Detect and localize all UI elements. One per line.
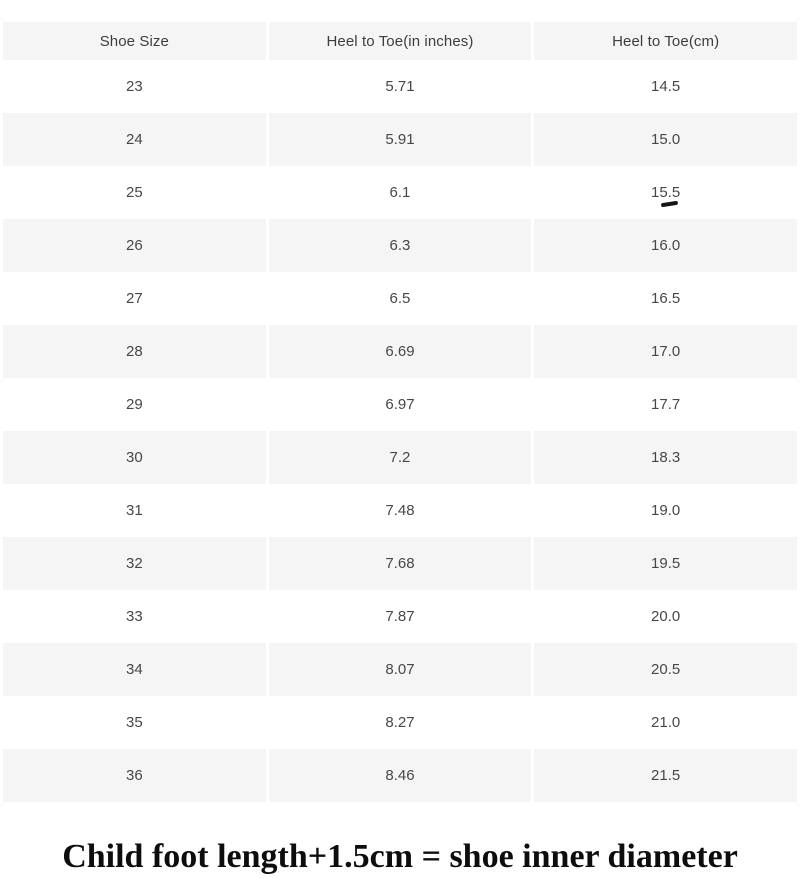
cell-size: 23: [3, 60, 266, 113]
table-row: 32 7.68 19.5: [3, 537, 797, 590]
caption-text: Child foot length+1.5cm = shoe inner dia…: [62, 838, 738, 875]
cell-size: 28: [3, 325, 266, 378]
header-shoe-size: Shoe Size: [3, 22, 266, 60]
cell-inches: 5.71: [268, 60, 532, 113]
table-row: 35 8.27 21.0: [3, 696, 797, 749]
table-row: 34 8.07 20.5: [3, 643, 797, 696]
table-row: 23 5.71 14.5: [3, 60, 797, 113]
cell-cm: 16.0: [534, 219, 797, 272]
cell-size: 36: [3, 749, 266, 802]
cell-inches: 8.27: [268, 696, 532, 749]
cell-size: 31: [3, 484, 266, 537]
cell-inches: 6.5: [268, 272, 532, 325]
cell-size: 30: [3, 431, 266, 484]
cell-cm: 21.5: [534, 749, 797, 802]
cell-inches: 6.69: [268, 325, 532, 378]
cell-cm: 21.0: [534, 696, 797, 749]
table-row: 26 6.3 16.0: [3, 219, 797, 272]
cell-size: 34: [3, 643, 266, 696]
table-row: 36 8.46 21.5: [3, 749, 797, 802]
header-heel-to-toe-inches: Heel to Toe(in inches): [268, 22, 532, 60]
cell-cm: 15.0: [534, 113, 797, 166]
cell-inches: 7.87: [268, 590, 532, 643]
cell-size: 33: [3, 590, 266, 643]
cell-cm: 19.5: [534, 537, 797, 590]
cell-inches: 6.1: [268, 166, 532, 219]
cell-size: 35: [3, 696, 266, 749]
table-row: 24 5.91 15.0: [3, 113, 797, 166]
cell-cm: 20.0: [534, 590, 797, 643]
table-row: 30 7.2 18.3: [3, 431, 797, 484]
cell-inches: 6.3: [268, 219, 532, 272]
table-row: 31 7.48 19.0: [3, 484, 797, 537]
cell-cm: 19.0: [534, 484, 797, 537]
table-row: 25 6.1 15.5: [3, 166, 797, 219]
cell-size: 27: [3, 272, 266, 325]
size-chart-table: Shoe Size Heel to Toe(in inches) Heel to…: [0, 22, 800, 802]
cell-inches: 7.2: [268, 431, 532, 484]
cell-cm: 18.3: [534, 431, 797, 484]
cell-cm: 20.5: [534, 643, 797, 696]
table-row: 28 6.69 17.0: [3, 325, 797, 378]
cell-cm: 16.5: [534, 272, 797, 325]
cell-size: 24: [3, 113, 266, 166]
size-chart-body: 23 5.71 14.5 24 5.91 15.0 25 6.1 15.5 26 6.3 16.0 27…: [3, 60, 797, 802]
cell-cm: 15.5: [534, 166, 797, 219]
cell-inches: 6.97: [268, 378, 532, 431]
table-row: 29 6.97 17.7: [3, 378, 797, 431]
cell-size: 25: [3, 166, 266, 219]
table-row: 33 7.87 20.0: [3, 590, 797, 643]
cell-cm: 17.7: [534, 378, 797, 431]
cell-size: 29: [3, 378, 266, 431]
cell-cm: 14.5: [534, 60, 797, 113]
size-chart-header: Shoe Size Heel to Toe(in inches) Heel to…: [3, 22, 797, 60]
cell-inches: 7.68: [268, 537, 532, 590]
cell-size: 32: [3, 537, 266, 590]
table-row: 27 6.5 16.5: [3, 272, 797, 325]
header-row: Shoe Size Heel to Toe(in inches) Heel to…: [3, 22, 797, 60]
cell-inches: 7.48: [268, 484, 532, 537]
cell-size: 26: [3, 219, 266, 272]
header-heel-to-toe-cm: Heel to Toe(cm): [534, 22, 797, 60]
cell-inches: 8.07: [268, 643, 532, 696]
cell-inches: 8.46: [268, 749, 532, 802]
cell-inches: 5.91: [268, 113, 532, 166]
cell-cm: 17.0: [534, 325, 797, 378]
